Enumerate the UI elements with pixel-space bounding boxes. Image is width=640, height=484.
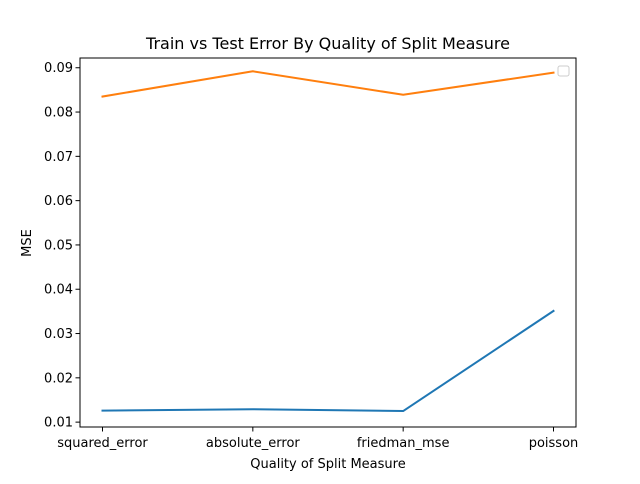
y-tick-label: 0.08 (44, 106, 73, 121)
x-tick-label: absolute_error (206, 436, 301, 451)
x-tick-label: poisson (529, 436, 579, 451)
x-axis: squared_error absolute_error friedman_mse p… (57, 427, 578, 451)
series-line-0 (101, 309, 555, 413)
y-tick-label: 0.07 (44, 150, 73, 165)
series-layer (101, 70, 555, 413)
chart-title: Train vs Test Error By Quality of Split … (145, 34, 510, 53)
x-tick-label: squared_error (57, 436, 148, 451)
y-tick-label: 0.01 (44, 416, 73, 431)
y-tick-label: 0.03 (44, 327, 73, 342)
axes-frame (79, 57, 577, 428)
plot-area: squared_error absolute_error friedman_mse p… (44, 57, 578, 451)
y-tick-label: 0.04 (44, 283, 73, 298)
y-tick-label: 0.02 (44, 371, 73, 386)
y-tick-label: 0.05 (44, 238, 73, 253)
y-tick-label: 0.09 (44, 61, 73, 76)
y-tick-label: 0.06 (44, 194, 73, 209)
x-tick-label: friedman_mse (357, 436, 450, 451)
y-axis: 0.01 0.02 0.03 0.04 0.05 0.06 0.07 0.08 0.09 (44, 61, 80, 431)
series-line-1 (101, 70, 555, 98)
legend-box (557, 65, 570, 77)
x-axis-label: Quality of Split Measure (250, 457, 405, 472)
y-axis-label: MSE (20, 229, 35, 257)
